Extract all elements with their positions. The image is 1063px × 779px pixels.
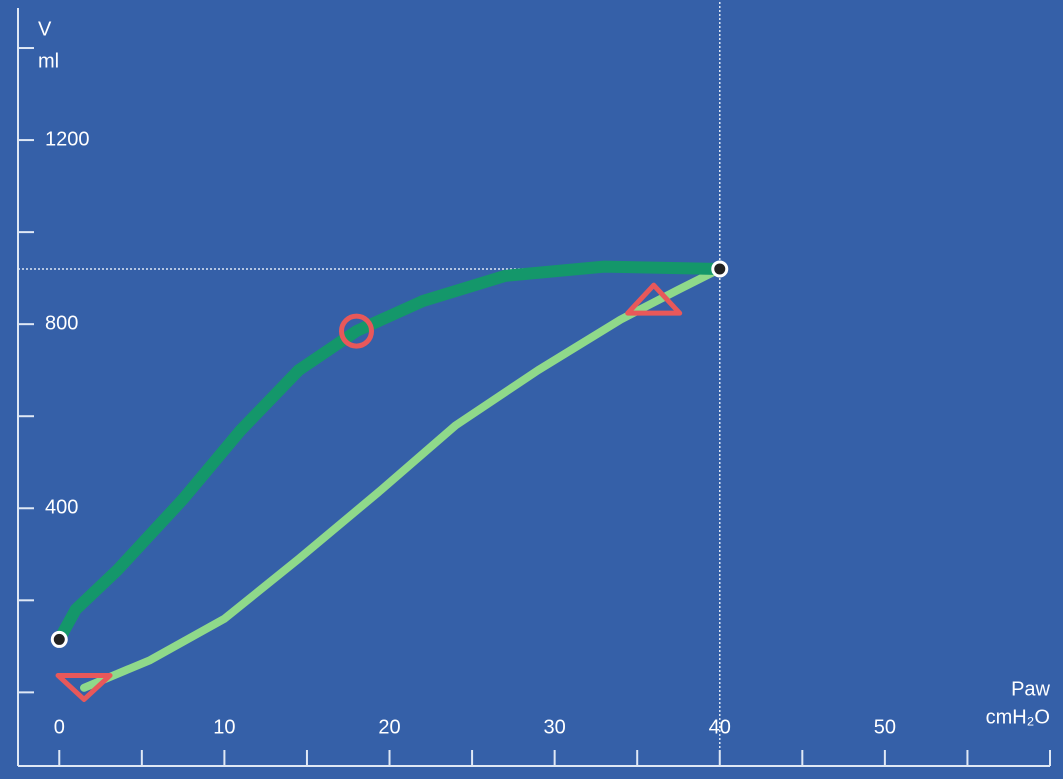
y-axis-label: V <box>38 18 52 40</box>
marker-triangle <box>55 672 113 702</box>
x-tick-label: 10 <box>213 716 235 738</box>
x-tick-label: 30 <box>544 716 566 738</box>
marker-triangle <box>625 282 683 316</box>
loop-curve <box>53 260 726 646</box>
marker-point <box>50 630 68 648</box>
x-axis-unit: cmH₂O <box>986 706 1050 728</box>
x-tick-label: 0 <box>54 716 65 738</box>
x-tick-label: 20 <box>378 716 400 738</box>
y-tick-label: 1200 <box>45 128 90 150</box>
marker-point <box>711 260 729 278</box>
y-tick-label: 800 <box>45 312 78 334</box>
y-axis-unit: ml <box>38 50 59 72</box>
loop-curve <box>80 264 724 692</box>
x-axis-label: Paw <box>1011 678 1050 700</box>
marker-circle <box>338 313 374 349</box>
y-tick-label: 400 <box>45 497 78 519</box>
x-tick-label: 50 <box>874 716 896 738</box>
